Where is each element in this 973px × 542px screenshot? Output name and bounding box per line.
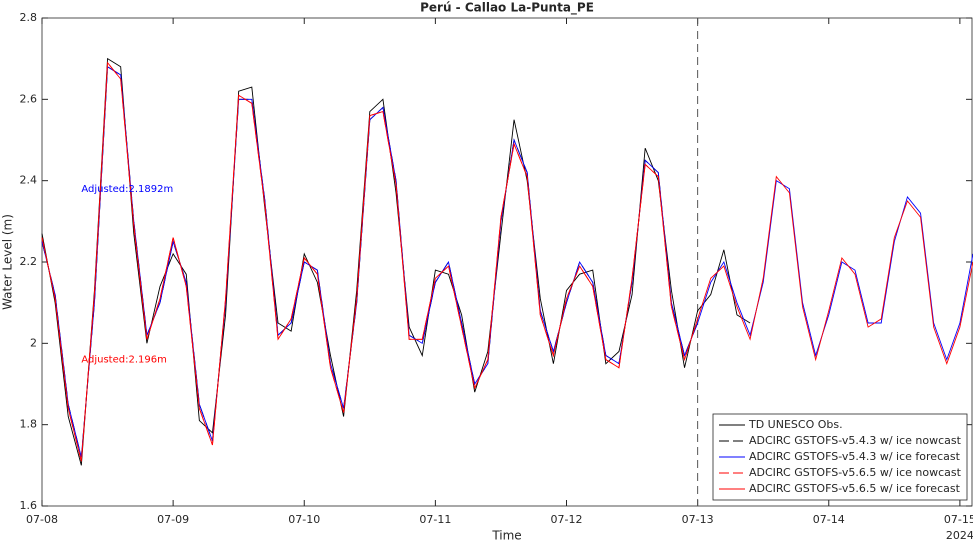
legend-label: ADCIRC GSTOFS-v5.6.5 w/ ice forecast (749, 482, 961, 495)
legend-label: ADCIRC GSTOFS-v5.4.3 w/ ice nowcast (749, 434, 962, 447)
legend-box (712, 413, 968, 501)
y-axis-label: Water Level (m) (1, 214, 15, 310)
y-tick-label: 2.6 (20, 92, 38, 105)
x-tick-label: 07-13 (682, 513, 714, 526)
x-tick-label: 07-12 (551, 513, 583, 526)
y-tick-label: 2.4 (20, 174, 38, 187)
chart-title: Perú - Callao La-Punta_PE (420, 1, 594, 16)
year-label: 2024 (946, 529, 973, 542)
y-tick-label: 2.8 (20, 11, 38, 24)
x-tick-label: 07-10 (288, 513, 320, 526)
y-tick-label: 2 (30, 336, 37, 349)
legend-label: ADCIRC GSTOFS-v5.4.3 w/ ice forecast (749, 450, 961, 463)
x-tick-label: 07-08 (26, 513, 58, 526)
x-tick-label: 07-14 (813, 513, 845, 526)
legend-label: ADCIRC GSTOFS-v5.6.5 w/ ice nowcast (749, 466, 962, 479)
y-tick-label: 2.2 (20, 255, 38, 268)
x-tick-label: 07-11 (419, 513, 451, 526)
x-tick-label: 07-15 (944, 513, 973, 526)
annotation: Adjusted:2.1892m (81, 184, 173, 195)
series-line (41, 61, 973, 462)
series-line (41, 57, 751, 466)
legend-label: TD UNESCO Obs. (748, 418, 843, 431)
y-tick-label: 1.8 (20, 418, 38, 431)
x-axis-label: Time (491, 529, 521, 542)
y-tick-label: 1.6 (20, 499, 38, 512)
x-tick-label: 07-09 (157, 513, 189, 526)
annotation: Adjusted:2.196m (81, 355, 167, 366)
